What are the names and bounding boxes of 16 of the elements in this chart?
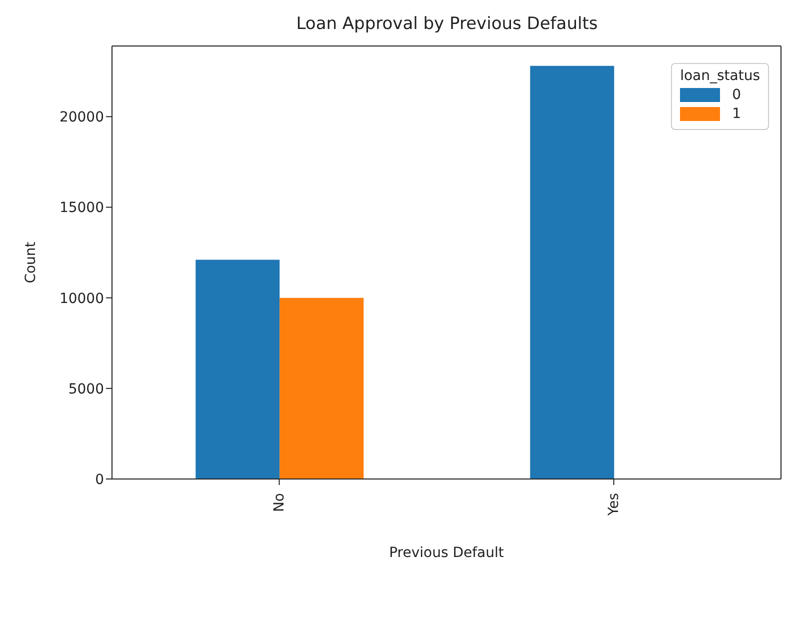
chart-title: Loan Approval by Previous Defaults <box>295 14 599 34</box>
y-tick-label: 20000 <box>59 110 104 126</box>
y-tick-label: 15000 <box>59 200 104 216</box>
x-tick-label: No <box>271 493 288 512</box>
y-axis-title: Count <box>22 241 39 284</box>
bar <box>196 260 280 479</box>
bar <box>530 66 614 479</box>
bar <box>280 298 364 479</box>
y-tick-label: 5000 <box>68 381 104 398</box>
legend-label: 1 <box>732 106 741 122</box>
y-tick-label: 10000 <box>59 290 104 307</box>
legend-title: loan_status <box>680 68 760 84</box>
x-tick-label: Yes <box>606 493 622 517</box>
legend-label: 0 <box>732 87 741 103</box>
y-tick-label: 0 <box>95 472 104 488</box>
x-axis-title: Previous Default <box>389 545 504 561</box>
